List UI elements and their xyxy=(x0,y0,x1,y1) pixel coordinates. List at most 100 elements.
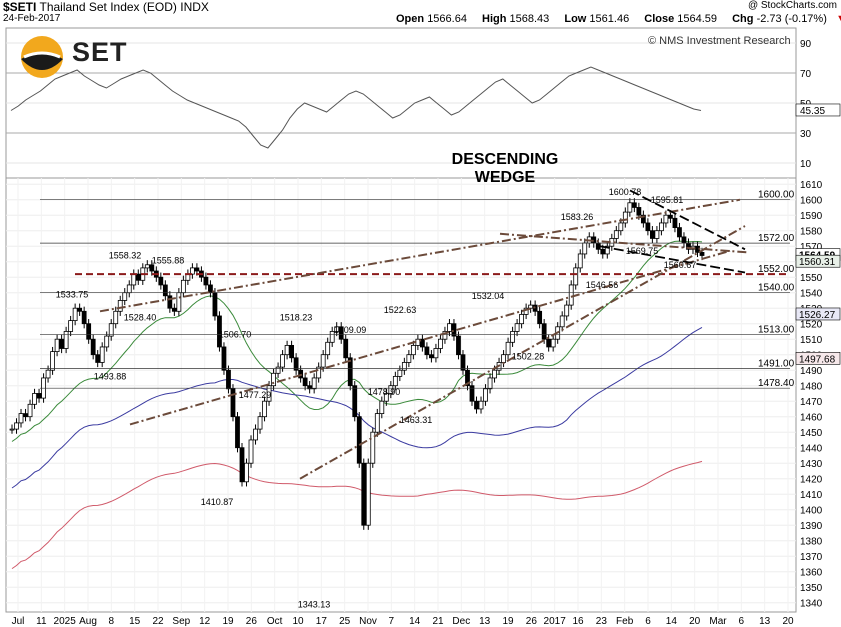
trend-line xyxy=(129,249,731,426)
candle-body xyxy=(397,369,403,377)
candle-body xyxy=(659,222,664,232)
candle-body xyxy=(311,377,317,390)
price-tick-label: 1450 xyxy=(800,428,823,439)
candle-body xyxy=(226,369,231,390)
date-tick-label: 25 xyxy=(339,616,351,627)
high-value: 1568.43 xyxy=(509,13,550,25)
candle-body xyxy=(645,222,651,232)
candle-body xyxy=(401,362,407,371)
value-badge-label: 1560.31 xyxy=(799,257,836,268)
trend-line xyxy=(499,232,749,254)
candle-body xyxy=(595,242,601,250)
candle-body xyxy=(275,366,281,374)
date-tick-label: 19 xyxy=(222,616,234,627)
price-tick-label: 1400 xyxy=(800,506,823,517)
candle-body xyxy=(465,369,470,387)
price-label: 1600.78 xyxy=(609,187,642,197)
close-label: Close xyxy=(644,13,675,25)
candle-body xyxy=(456,335,461,356)
candle-body xyxy=(383,393,389,402)
price-tick-label: 1380 xyxy=(800,537,823,548)
price-tick-label: 1600 xyxy=(800,196,823,207)
logo-text: SET xyxy=(72,37,128,67)
date-tick-label: Mar xyxy=(709,616,727,627)
candle-body xyxy=(392,375,398,387)
date-tick-label: 26 xyxy=(526,616,538,627)
price-tick-label: 1550 xyxy=(800,273,823,284)
candle-body xyxy=(144,264,150,269)
candle-body xyxy=(365,462,371,526)
date-tick-label: 2017 xyxy=(544,616,567,627)
candle-body xyxy=(329,331,335,343)
date-tick-label: 12 xyxy=(199,616,211,627)
candle-body xyxy=(627,202,633,213)
date-tick-label: 6 xyxy=(739,616,745,627)
candle-body xyxy=(618,222,624,232)
price-label: 1560.67 xyxy=(664,260,697,270)
wedge-lower-line xyxy=(599,245,746,274)
candle-body xyxy=(483,388,488,402)
candle-body xyxy=(677,227,682,238)
price-panel-frame xyxy=(5,177,797,613)
candle-body xyxy=(108,323,114,337)
date-tick-label: 20 xyxy=(689,616,701,627)
price-label: 1558.32 xyxy=(109,251,142,261)
date-tick-label: Sep xyxy=(172,616,190,627)
candle-body xyxy=(149,264,155,272)
date-tick-label: 16 xyxy=(572,616,584,627)
candle-body xyxy=(248,439,254,464)
candle-body xyxy=(559,315,565,328)
candle-body xyxy=(18,413,24,424)
candle-body xyxy=(212,292,218,317)
candle-body xyxy=(86,323,92,340)
candle-body xyxy=(235,416,240,449)
candle-body xyxy=(699,251,705,256)
price-tick-label: 1440 xyxy=(800,444,823,455)
value-badge xyxy=(795,307,841,321)
candle-body xyxy=(429,354,434,359)
pattern-annotation: DESCENDING WEDGE xyxy=(430,151,580,187)
candle-body xyxy=(622,211,628,224)
level-label: 1478.40 xyxy=(758,378,795,389)
candle-body xyxy=(203,276,209,286)
price-label: 1477.29 xyxy=(239,390,272,400)
ma-200-line xyxy=(11,460,703,570)
candle-body xyxy=(510,331,515,343)
candle-body xyxy=(514,323,520,332)
price-label: 1569.75 xyxy=(626,246,659,256)
candle-body xyxy=(573,267,579,286)
candle-body xyxy=(23,413,28,418)
annotation-line-2: WEDGE xyxy=(474,169,536,186)
price-tick-label: 1340 xyxy=(800,599,823,610)
rsi-tick-label: 70 xyxy=(800,69,812,80)
price-label: 1343.13 xyxy=(298,599,331,609)
date-tick-label: 6 xyxy=(645,616,651,627)
chg-label: Chg xyxy=(732,13,754,25)
candle-body xyxy=(447,323,452,332)
price-label: 1478.90 xyxy=(368,387,401,397)
rsi-value-label: 45.35 xyxy=(800,106,825,117)
price-label: 1532.04 xyxy=(472,291,505,301)
candle-body xyxy=(45,369,51,379)
candle-body xyxy=(162,284,168,297)
price-tick-label: 1580 xyxy=(800,227,823,238)
price-tick-label: 1510 xyxy=(800,335,823,346)
candle-body xyxy=(654,230,660,239)
annotation-line-1: DESCENDING xyxy=(451,151,559,168)
watermark: © NMS Investment Research xyxy=(648,35,791,47)
candle-body xyxy=(194,267,200,272)
candle-body xyxy=(104,335,110,348)
candle-body xyxy=(217,315,222,348)
candle-body xyxy=(14,422,19,430)
price-tick-label: 1540 xyxy=(800,289,823,300)
price-label: 1583.26 xyxy=(561,212,594,222)
candle-body xyxy=(668,214,673,219)
date-tick-label: Jul xyxy=(12,616,25,627)
candle-body xyxy=(302,377,308,387)
price-tick-label: 1480 xyxy=(800,382,823,393)
candle-body xyxy=(307,385,313,390)
candle-body xyxy=(72,307,78,322)
candle-body xyxy=(433,348,439,359)
value-badge-label: 1526.27 xyxy=(799,310,836,321)
candle-body xyxy=(54,338,60,353)
